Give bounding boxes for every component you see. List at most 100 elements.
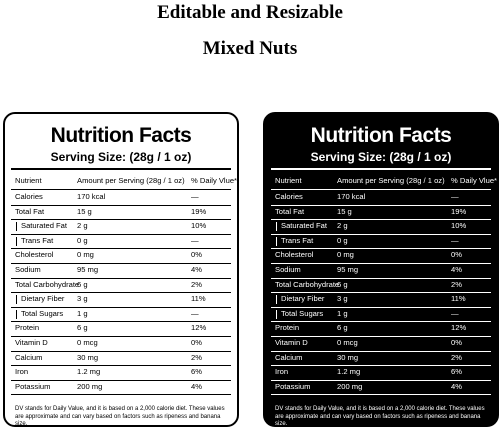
nutrient-dv: 4%	[191, 265, 202, 274]
serving-size: Serving Size: (28g / 1 oz)	[50, 150, 192, 164]
nutrient-amount: 3 g	[337, 294, 348, 304]
nutrient-amount: 200 mg	[77, 381, 103, 391]
nutrient-dv: 4%	[451, 265, 462, 274]
nutrient-amount: 30 mg	[337, 352, 359, 362]
nutrient-row: Calories 170 kcal —	[11, 190, 231, 206]
nutrient-name: Dietary Fiber	[15, 292, 64, 307]
nutrient-amount: 95 mg	[77, 265, 99, 274]
nutrient-row: Total Fat 15 g 19%	[11, 205, 231, 221]
nutrient-name: Potassium	[275, 381, 311, 391]
nutrient-name: Total Carbohydrate	[275, 279, 340, 289]
nutrient-name: Total Sugars	[15, 307, 63, 322]
page-title: Editable and Resizable	[157, 2, 343, 23]
nutrient-dv: 12%	[191, 323, 207, 333]
nutrient-dv: 0%	[451, 250, 462, 260]
column-name: Amount per Serving (28g / 1 oz)	[77, 176, 185, 185]
nutrient-amount: 0 mcg	[337, 338, 358, 347]
nutrient-dv: 0%	[191, 250, 202, 260]
label-title: Nutrition Facts	[50, 124, 192, 147]
nutrient-name: Dietary Fiber	[275, 292, 324, 307]
nutrient-amount: 1.2 mg	[77, 367, 101, 377]
nutrient-amount: 2 g	[77, 221, 88, 231]
nutrient-dv: 19%	[191, 206, 207, 216]
nutrient-dv: 2%	[191, 279, 202, 289]
nutrient-name: Sodium	[15, 265, 41, 274]
nutrient-dv: 11%	[451, 294, 466, 304]
nutrient-amount: 0 g	[77, 235, 88, 245]
nutrient-name: Iron	[275, 367, 289, 377]
nutrient-amount: 0 mg	[77, 250, 94, 260]
label-dark: Nutrition Facts Serving Size: (28g / 1 oz…	[263, 112, 499, 427]
nutrient-amount: 15 g	[337, 206, 352, 216]
nutrient-dv: 2%	[451, 352, 462, 362]
nutrient-amount: 15 g	[77, 206, 92, 216]
nutrient-amount: 6 g	[77, 323, 88, 333]
nutrient-row: Calcium 30 mg 2%	[11, 351, 231, 367]
nutrient-amount: 170 kcal	[337, 192, 366, 201]
nutrient-dv: —	[191, 192, 199, 201]
nutrient-amount: 0 g	[337, 235, 348, 245]
column-name: % Daily Vlue*	[191, 176, 238, 185]
nutrient-dv: —	[191, 308, 199, 318]
column-name: Nutrient	[15, 176, 42, 185]
nutrient-amount: 0 mg	[337, 250, 354, 260]
nutrient-dv: 2%	[451, 279, 462, 289]
nutrient-amount: 1.2 mg	[337, 367, 361, 377]
column-name: Nutrient	[275, 176, 302, 185]
nutrient-dv: 6%	[451, 367, 462, 377]
label-title: Nutrition Facts	[310, 124, 452, 147]
nutrient-row: Saturated Fat 2 g 10%	[271, 219, 491, 235]
nutrient-row: Cholesterol 0 mg 0%	[11, 248, 231, 264]
nutrient-name: Calcium	[15, 352, 43, 362]
nutrient-row: Vitamin D 0 mcg 0%	[11, 336, 231, 352]
nutrient-name: Sodium	[275, 265, 301, 274]
nutrient-amount: 6 g	[77, 279, 88, 289]
nutrient-dv: 11%	[191, 294, 206, 304]
nutrient-name: Saturated Fat	[275, 219, 327, 234]
nutrient-amount: 200 mg	[337, 381, 363, 391]
nutrient-dv: 4%	[191, 381, 202, 391]
nutrient-row: Cholesterol 0 mg 0%	[271, 248, 491, 264]
nutrient-name: Calcium	[275, 352, 303, 362]
nutrient-row: Calories 170 kcal —	[271, 190, 491, 206]
nutrient-dv: —	[191, 235, 199, 245]
column-name: % Daily Vlue*	[451, 176, 498, 185]
column-header: Nutrient Amount per Serving (28g / 1 oz)%…	[271, 173, 497, 190]
nutrient-dv: —	[451, 308, 459, 318]
nutrient-name: Trans Fat	[15, 234, 53, 249]
nutrient-dv: —	[451, 192, 459, 201]
footnote: DV stands for Daily Value, and it is bas…	[275, 406, 485, 427]
nutrient-dv: 19%	[451, 206, 467, 216]
divider	[271, 168, 491, 170]
nutrient-row: Vitamin D 0 mcg 0%	[271, 336, 491, 352]
nutrient-dv: 0%	[451, 338, 462, 347]
column-name: Amount per Serving (28g / 1 oz)	[337, 176, 445, 185]
nutrient-row: Trans Fat 0 g —	[11, 234, 231, 250]
nutrient-row: Iron 1.2 mg 6%	[271, 365, 491, 381]
nutrient-row: Total Fat 15 g 19%	[271, 205, 491, 221]
nutrient-row: Total Carbohydrate 6 g 2%	[11, 278, 231, 294]
nutrient-row: Saturated Fat 2 g 10%	[11, 219, 231, 235]
nutrient-name: Total Carbohydrate	[15, 279, 80, 289]
nutrient-dv: 10%	[451, 221, 467, 231]
nutrient-row: Total Sugars 1 g —	[11, 307, 231, 323]
nutrient-name: Vitamin D	[15, 338, 48, 347]
divider	[11, 168, 231, 170]
nutrient-name: Iron	[15, 367, 29, 377]
nutrient-name: Protein	[275, 323, 300, 333]
nutrient-amount: 6 g	[337, 279, 348, 289]
page-subtitle: Mixed Nuts	[202, 38, 298, 59]
label-light: Nutrition Facts Serving Size: (28g / 1 oz…	[3, 112, 239, 427]
column-header: Nutrient Amount per Serving (28g / 1 oz)%…	[11, 173, 237, 190]
nutrient-row: Dietary Fiber 3 g 11%	[11, 292, 231, 308]
nutrient-row: Dietary Fiber 3 g 11%	[271, 292, 491, 308]
serving-size: Serving Size: (28g / 1 oz)	[310, 150, 452, 164]
nutrient-row: Calcium 30 mg 2%	[271, 351, 491, 367]
footnote: DV stands for Daily Value, and it is bas…	[15, 406, 225, 427]
nutrient-amount: 1 g	[77, 308, 88, 318]
nutrient-name: Trans Fat	[275, 234, 313, 249]
nutrient-row: Sodium 95 mg 4%	[11, 263, 231, 279]
nutrient-amount: 170 kcal	[77, 192, 106, 201]
nutrient-name: Calories	[275, 192, 303, 201]
nutrient-dv: 12%	[451, 323, 467, 333]
